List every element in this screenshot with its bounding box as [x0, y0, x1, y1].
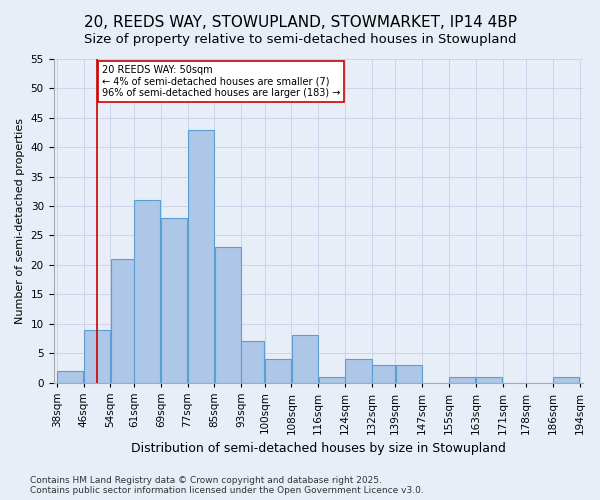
Bar	[476, 376, 502, 382]
Bar	[241, 342, 265, 382]
Text: Size of property relative to semi-detached houses in Stowupland: Size of property relative to semi-detach…	[84, 32, 516, 46]
Bar	[84, 330, 110, 382]
Bar	[553, 376, 580, 382]
X-axis label: Distribution of semi-detached houses by size in Stowupland: Distribution of semi-detached houses by …	[131, 442, 506, 455]
Bar	[372, 365, 395, 382]
Bar	[292, 336, 318, 382]
Bar	[161, 218, 187, 382]
Text: Contains HM Land Registry data © Crown copyright and database right 2025.
Contai: Contains HM Land Registry data © Crown c…	[30, 476, 424, 495]
Y-axis label: Number of semi-detached properties: Number of semi-detached properties	[15, 118, 25, 324]
Bar	[319, 376, 345, 382]
Text: 20 REEDS WAY: 50sqm
← 4% of semi-detached houses are smaller (7)
96% of semi-det: 20 REEDS WAY: 50sqm ← 4% of semi-detache…	[102, 65, 340, 98]
Bar	[134, 200, 160, 382]
Bar	[215, 247, 241, 382]
Text: 20, REEDS WAY, STOWUPLAND, STOWMARKET, IP14 4BP: 20, REEDS WAY, STOWUPLAND, STOWMARKET, I…	[83, 15, 517, 30]
Bar	[265, 359, 291, 382]
Bar	[346, 359, 371, 382]
Bar	[395, 365, 422, 382]
Bar	[188, 130, 214, 382]
Bar	[111, 259, 134, 382]
Bar	[57, 370, 83, 382]
Bar	[449, 376, 475, 382]
